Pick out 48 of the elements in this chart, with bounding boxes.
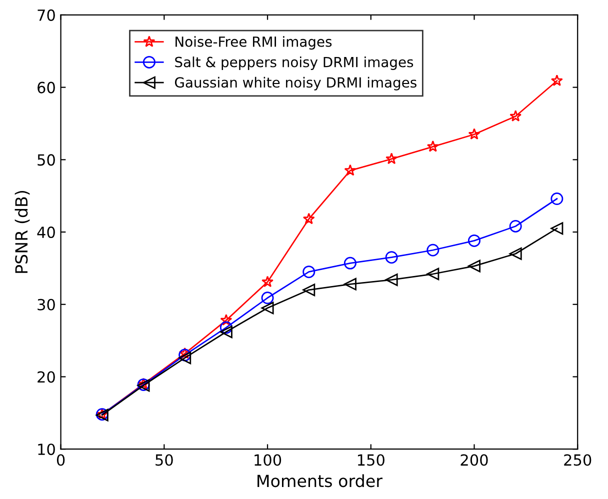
point	[344, 164, 356, 176]
x-tick-label: 150	[358, 454, 384, 466]
x-tick-label: 200	[460, 454, 488, 466]
point	[426, 244, 440, 256]
point	[510, 110, 522, 122]
x-tick-label: 100	[254, 454, 282, 466]
legend-label: Noise-Free RMI images	[176, 36, 332, 50]
y-tick-label: 30	[38, 298, 55, 310]
point	[178, 347, 191, 359]
point	[344, 278, 356, 290]
y-axis-title: PSNR (dB)	[14, 190, 30, 273]
legend-label: Gaussian white noisy DRMI images	[174, 76, 416, 90]
point	[302, 212, 315, 224]
point	[550, 192, 564, 205]
point	[178, 348, 192, 362]
y-tick-label: 10	[38, 444, 55, 456]
y-tick-label: 20	[38, 371, 55, 383]
point	[386, 152, 398, 164]
point	[509, 220, 522, 232]
point	[262, 276, 274, 288]
point	[426, 140, 439, 152]
x-tick-label: 50	[156, 454, 173, 466]
point	[468, 234, 480, 247]
point	[509, 247, 522, 260]
point	[385, 251, 398, 264]
x-tick-label: 250	[564, 454, 592, 466]
point	[302, 284, 316, 296]
point	[468, 128, 480, 140]
point	[261, 292, 274, 304]
y-tick-label: 60	[38, 82, 55, 94]
y-tick-label: 70	[38, 9, 55, 21]
point	[178, 352, 192, 364]
x-tick-label: 0	[56, 454, 65, 466]
point	[344, 256, 356, 270]
point	[261, 302, 274, 314]
y-tick-label: 50	[38, 154, 55, 166]
x-axis-title: Moments order	[258, 474, 382, 488]
y-tick-label: 40	[37, 226, 55, 238]
point	[550, 222, 564, 235]
legend-label: Salt & peppers noisy DRMI images	[175, 56, 414, 70]
point	[426, 268, 440, 280]
point	[220, 314, 232, 326]
point	[468, 260, 480, 272]
point	[220, 321, 232, 334]
point	[550, 74, 563, 86]
point	[385, 274, 398, 286]
point	[302, 266, 316, 278]
point	[220, 326, 232, 338]
